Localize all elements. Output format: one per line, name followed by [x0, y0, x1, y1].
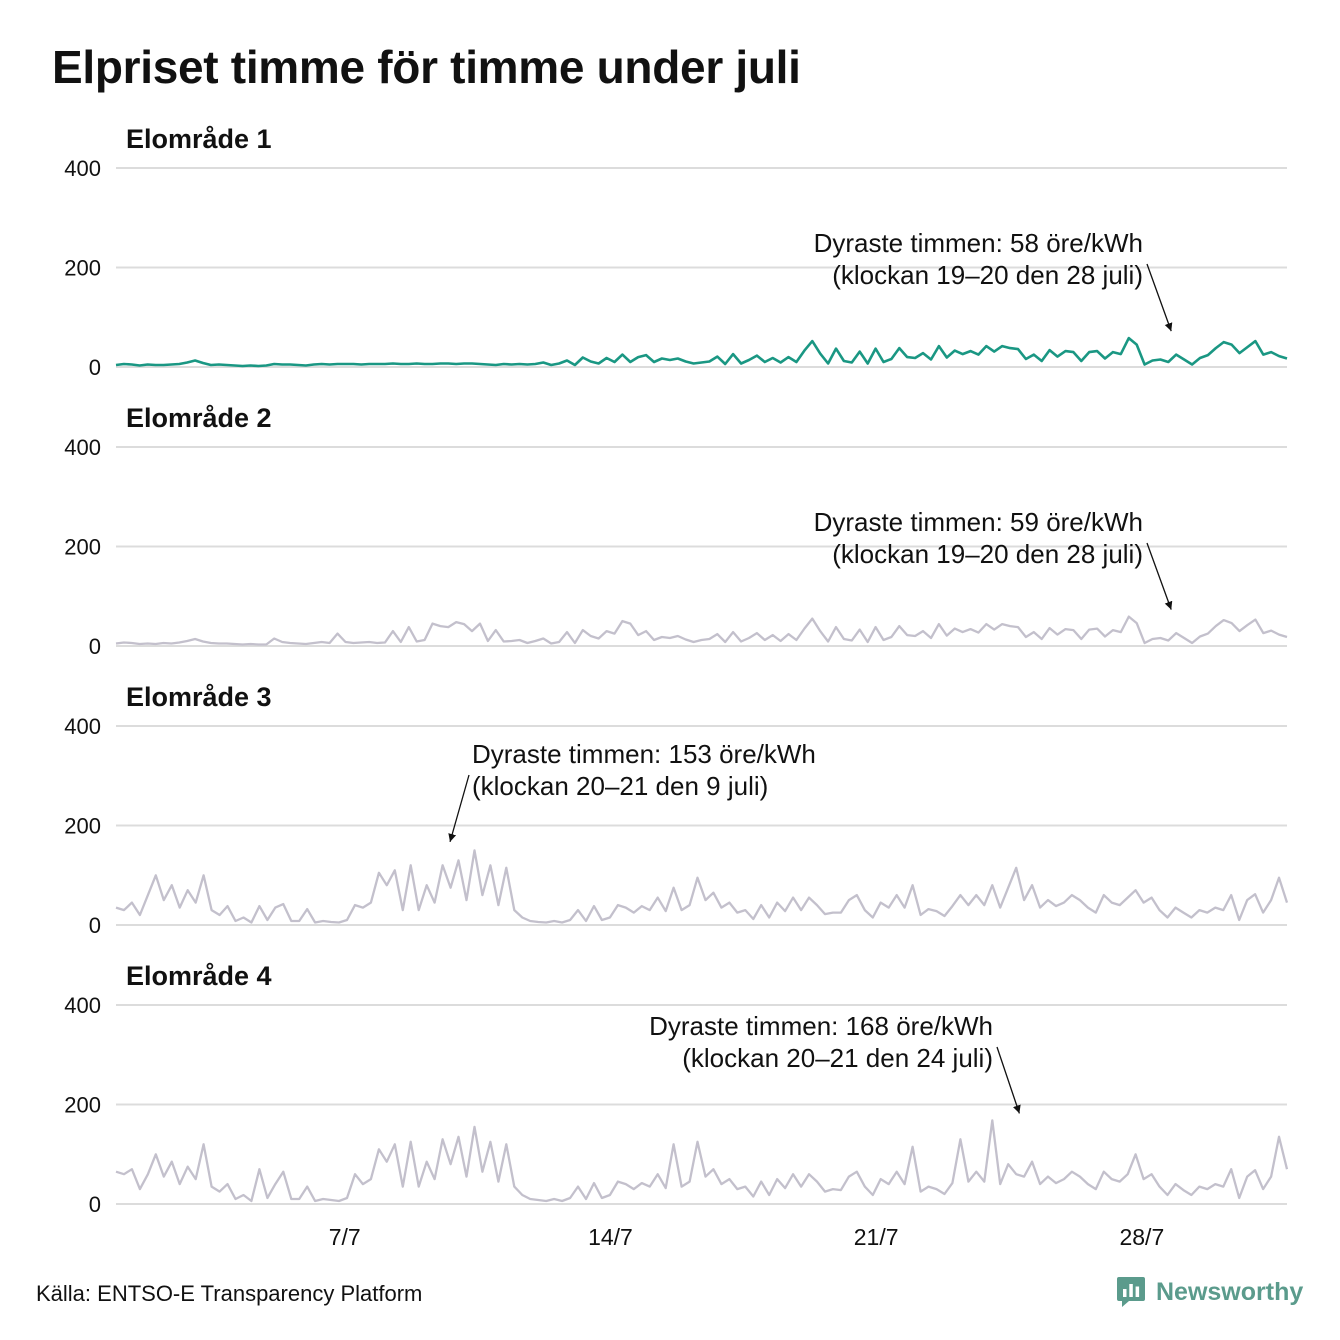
y-tick-label-1-0: 0	[89, 355, 101, 380]
x-tick-label-21-7: 21/7	[854, 1224, 899, 1250]
y-tick-label-1-200: 200	[64, 256, 101, 281]
annotation-arrow-3	[448, 774, 470, 843]
panel-title-4: Elområde 4	[126, 961, 272, 991]
series-line-2	[115, 615, 1288, 646]
y-tick-label-4-400: 400	[64, 993, 101, 1018]
y-tick-label-3-0: 0	[89, 913, 101, 938]
annotation-label-3-line1: Dyraste timmen: 153 öre/kWh	[472, 739, 816, 769]
series-line-4	[115, 1119, 1289, 1203]
x-tick-label-14-7: 14/7	[588, 1224, 633, 1250]
annotation-label-1-line2: (klockan 19–20 den 28 juli)	[832, 260, 1143, 290]
brand-name: Newsworthy	[1156, 1277, 1304, 1306]
brand-logo[interactable]: Newsworthy	[1116, 1274, 1303, 1310]
x-tick-label-28-7: 28/7	[1119, 1224, 1164, 1250]
annotation-label-4-line2: (klockan 20–21 den 24 juli)	[682, 1043, 993, 1073]
newsworthy-logo-icon	[1116, 1275, 1146, 1309]
y-tick-label-2-200: 200	[64, 535, 101, 560]
y-tick-label-4-200: 200	[64, 1093, 101, 1118]
annotation-label-2-line1: Dyraste timmen: 59 öre/kWh	[814, 507, 1143, 537]
y-tick-label-2-0: 0	[89, 634, 101, 659]
annotation-arrow-2	[1146, 542, 1173, 610]
y-tick-label-2-400: 400	[64, 435, 101, 460]
series-line-3	[115, 849, 1289, 924]
series-line-1	[115, 336, 1288, 368]
x-tick-label-7-7: 7/7	[329, 1224, 361, 1250]
panel-title-3: Elområde 3	[126, 682, 272, 712]
annotation-label-4-line1: Dyraste timmen: 168 öre/kWh	[649, 1011, 993, 1041]
panel-title-1: Elområde 1	[126, 124, 272, 154]
annotation-label-2-line2: (klockan 19–20 den 28 juli)	[832, 539, 1143, 569]
annotation-label-3-line2: (klockan 20–21 den 9 juli)	[472, 771, 768, 801]
y-tick-label-3-400: 400	[64, 714, 101, 739]
y-tick-label-1-400: 400	[64, 156, 101, 181]
y-tick-label-4-0: 0	[89, 1192, 101, 1217]
annotation-arrow-4	[996, 1046, 1021, 1114]
source-note: Källa: ENTSO-E Transparency Platform	[36, 1281, 423, 1306]
annotation-arrow-1	[1146, 263, 1173, 332]
annotation-label-1-line1: Dyraste timmen: 58 öre/kWh	[814, 228, 1143, 258]
panel-title-2: Elområde 2	[126, 403, 272, 433]
chart-title: Elpriset timme för timme under juli	[52, 41, 801, 93]
y-tick-label-3-200: 200	[64, 814, 101, 839]
